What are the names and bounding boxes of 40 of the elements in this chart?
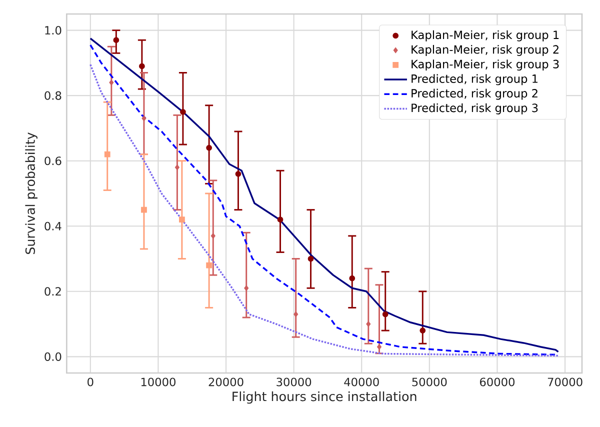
x-tick-label: 70000 [548, 378, 582, 386]
point [141, 206, 147, 213]
point [366, 321, 371, 327]
point [104, 151, 110, 158]
point [235, 170, 242, 177]
point [206, 262, 212, 268]
legend-label: Predicted, risk group 2 [412, 88, 538, 100]
point [277, 216, 284, 223]
legend-label: Predicted, risk group 1 [412, 74, 538, 86]
y-tick-label: 0.0 [44, 352, 62, 361]
x-tick-label: 20000 [208, 378, 244, 386]
y-tick-label: 0.2 [44, 287, 61, 296]
y-axis-title: Survival probability [25, 132, 38, 254]
y-tick-label: 1.0 [45, 26, 62, 35]
x-tick-label: 0 [88, 378, 94, 386]
x-tick-label: 60000 [480, 378, 514, 386]
point [206, 144, 212, 151]
x-tick-label: 30000 [276, 378, 312, 386]
point [113, 37, 120, 44]
x-tick-label: 40000 [344, 378, 379, 386]
x-axis-title: Flight hours since installation [232, 391, 416, 404]
point [142, 115, 146, 122]
legend-label: Predicted, risk group 3 [412, 103, 538, 114]
point [139, 63, 145, 70]
point [179, 216, 185, 223]
point [180, 108, 186, 115]
point [294, 311, 298, 318]
point [382, 311, 388, 318]
point [349, 275, 356, 282]
point [420, 328, 426, 334]
y-tick-label: 0.8 [44, 91, 62, 100]
point [109, 80, 114, 86]
legend-label: Kaplan-Meier, risk group 2 [412, 44, 558, 56]
legend-label: Kaplan-Meier, risk group 3 [412, 60, 559, 71]
x-tick-label: 50000 [412, 378, 447, 386]
y-tick-label: 0.6 [44, 156, 62, 166]
x-tick-label: 10000 [141, 378, 176, 386]
y-tick-label: 0.4 [44, 222, 62, 230]
point [308, 256, 314, 262]
legend-label: Kaplan-Meier, risk group 1 [412, 30, 559, 42]
